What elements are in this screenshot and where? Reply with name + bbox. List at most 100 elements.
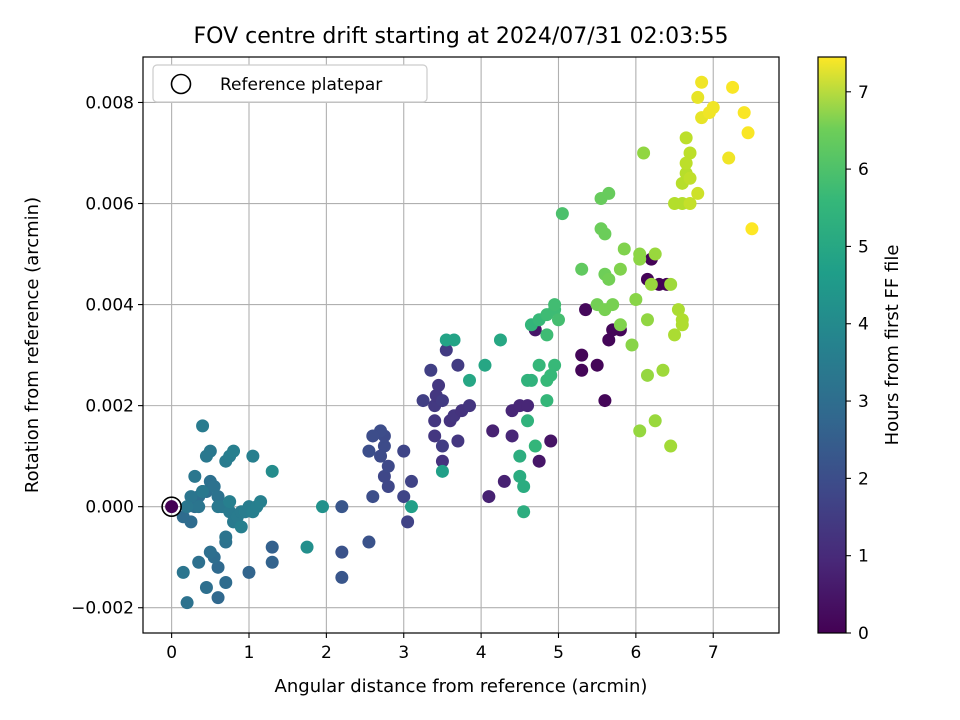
- data-point: [404, 500, 418, 514]
- data-point: [254, 495, 268, 509]
- legend: Reference platepar: [152, 64, 428, 103]
- data-point: [265, 464, 279, 478]
- legend-box: [152, 64, 428, 103]
- data-point: [532, 358, 546, 372]
- data-point: [683, 197, 697, 211]
- x-tick-label: 2: [321, 643, 332, 663]
- data-point: [192, 500, 206, 514]
- data-point: [664, 439, 678, 453]
- x-axis-ticks: 0 1 2 3 4 5 6 7: [166, 633, 719, 663]
- data-point: [451, 434, 465, 448]
- data-point: [366, 429, 380, 443]
- data-point: [613, 262, 627, 276]
- data-point: [242, 565, 256, 579]
- data-point: [598, 394, 612, 408]
- data-point: [401, 515, 415, 529]
- data-point: [463, 373, 477, 387]
- data-point: [207, 479, 221, 493]
- colorbar-gradient: [817, 56, 847, 634]
- data-point: [683, 146, 697, 160]
- data-point: [691, 90, 705, 104]
- x-tick-label: 7: [708, 643, 719, 663]
- data-point: [211, 490, 225, 504]
- data-point: [706, 101, 720, 115]
- data-point: [366, 490, 380, 504]
- data-point: [606, 298, 620, 312]
- data-point: [617, 242, 631, 256]
- data-point: [246, 449, 260, 463]
- colorbar: 0 1 2 3 4 5 6 7 Hours from first FF file: [817, 56, 903, 644]
- data-point: [165, 500, 179, 514]
- data-point: [633, 424, 647, 438]
- colorbar-tick-label: 1: [858, 547, 869, 567]
- data-point: [463, 399, 477, 413]
- data-point: [675, 313, 689, 327]
- data-point: [737, 106, 751, 120]
- data-point: [602, 272, 616, 286]
- colorbar-tick-label: 4: [858, 315, 869, 335]
- data-point: [637, 146, 651, 160]
- colorbar-label: Hours from first FF file: [882, 245, 903, 446]
- data-point: [203, 545, 217, 559]
- data-point: [671, 303, 685, 317]
- data-point: [497, 474, 511, 488]
- data-point: [521, 414, 535, 428]
- y-tick-label: 0.004: [85, 296, 134, 316]
- y-axis-ticks: −0.002 0.000 0.002 0.004 0.006 0.008: [71, 93, 143, 619]
- data-point: [648, 247, 662, 261]
- data-point: [644, 277, 658, 291]
- data-point: [435, 394, 449, 408]
- data-point: [679, 156, 693, 170]
- data-point: [377, 469, 391, 483]
- data-point: [482, 490, 496, 504]
- data-point: [335, 545, 349, 559]
- data-point: [362, 535, 376, 549]
- data-point: [335, 570, 349, 584]
- data-point: [486, 424, 500, 438]
- data-point: [176, 565, 190, 579]
- data-point: [377, 439, 391, 453]
- data-point: [381, 459, 395, 473]
- y-tick-label: −0.002: [71, 599, 134, 619]
- data-point: [513, 449, 527, 463]
- data-point: [265, 555, 279, 569]
- data-point: [555, 207, 569, 221]
- x-axis-label: Angular distance from reference (arcmin): [275, 676, 648, 697]
- data-point: [180, 596, 194, 610]
- data-point: [227, 444, 241, 458]
- data-point: [540, 328, 554, 342]
- data-point: [381, 479, 395, 493]
- data-point: [199, 581, 213, 595]
- colorbar-tick-label: 0: [858, 624, 869, 644]
- points-layer: [161, 75, 759, 610]
- data-point: [397, 490, 411, 504]
- data-point: [695, 75, 709, 89]
- data-point: [521, 399, 535, 413]
- data-point: [575, 348, 589, 362]
- data-point: [184, 490, 198, 504]
- data-point: [316, 500, 330, 514]
- data-point: [424, 363, 438, 377]
- data-point: [579, 303, 593, 317]
- data-point: [540, 394, 554, 408]
- data-point: [679, 131, 693, 145]
- data-point: [633, 252, 647, 266]
- data-point: [180, 500, 194, 514]
- data-point: [300, 540, 314, 554]
- legend-label: Reference platepar: [220, 75, 382, 95]
- data-point: [648, 414, 662, 428]
- data-point: [544, 434, 558, 448]
- data-point: [613, 318, 627, 332]
- data-point: [219, 575, 233, 589]
- data-point: [517, 505, 531, 519]
- y-tick-label: 0.002: [85, 397, 134, 417]
- data-point: [478, 358, 492, 372]
- data-point: [265, 540, 279, 554]
- data-point: [428, 414, 442, 428]
- data-point: [524, 373, 538, 387]
- data-point: [629, 293, 643, 307]
- plot-area-frame: [142, 56, 780, 634]
- x-tick-label: 4: [476, 643, 487, 663]
- data-point: [640, 368, 654, 382]
